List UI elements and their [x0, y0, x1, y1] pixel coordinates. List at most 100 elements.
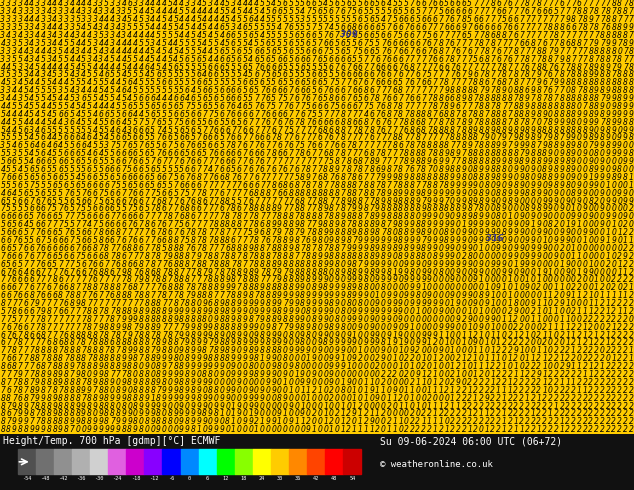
Text: 5: 5 — [150, 86, 155, 95]
Text: 9: 9 — [548, 181, 553, 190]
Text: 8: 8 — [583, 23, 588, 32]
Text: 7: 7 — [553, 54, 559, 64]
Text: 4: 4 — [110, 125, 115, 135]
Text: 8: 8 — [566, 149, 570, 158]
Text: 6: 6 — [70, 189, 74, 197]
Text: 9: 9 — [404, 173, 409, 182]
Text: 0: 0 — [398, 275, 403, 284]
Text: 9: 9 — [306, 299, 311, 308]
Text: 1: 1 — [467, 386, 472, 395]
Text: 8: 8 — [514, 118, 518, 127]
Text: 0: 0 — [560, 307, 564, 316]
Text: 0: 0 — [185, 401, 190, 411]
Text: 0: 0 — [577, 315, 581, 324]
Text: 8: 8 — [133, 393, 138, 403]
Text: 9: 9 — [583, 189, 588, 197]
Text: 8: 8 — [139, 291, 144, 300]
Text: 1: 1 — [340, 378, 346, 387]
Text: 9: 9 — [329, 228, 334, 237]
Text: 9: 9 — [583, 204, 588, 214]
Text: 2: 2 — [312, 386, 316, 395]
Text: 2: 2 — [496, 370, 501, 379]
Text: 2: 2 — [450, 417, 455, 426]
Text: 8: 8 — [433, 94, 437, 103]
Text: 7: 7 — [214, 212, 219, 221]
Text: 0: 0 — [594, 244, 599, 253]
Text: 8: 8 — [415, 291, 420, 300]
Text: 2: 2 — [467, 378, 472, 387]
Text: 9: 9 — [156, 323, 161, 332]
Text: 9: 9 — [502, 133, 507, 143]
Text: 2: 2 — [519, 339, 524, 347]
Text: 2: 2 — [553, 346, 559, 355]
Text: 9: 9 — [381, 346, 385, 355]
Text: 9: 9 — [490, 260, 495, 269]
Text: 9: 9 — [306, 425, 311, 434]
Text: 6: 6 — [312, 141, 316, 150]
Text: 9: 9 — [502, 244, 507, 253]
Text: 9: 9 — [427, 212, 432, 221]
Text: 8: 8 — [553, 102, 559, 111]
Text: 8: 8 — [53, 378, 57, 387]
Text: 8: 8 — [75, 386, 81, 395]
Text: 9: 9 — [329, 283, 334, 293]
Text: 6: 6 — [191, 181, 195, 190]
Text: 9: 9 — [594, 141, 599, 150]
Text: 2: 2 — [531, 393, 536, 403]
Text: 9: 9 — [594, 165, 599, 174]
Text: 4: 4 — [53, 63, 57, 72]
Text: 7: 7 — [98, 307, 103, 316]
Text: 7: 7 — [35, 291, 40, 300]
Text: 7: 7 — [508, 102, 512, 111]
Text: 1: 1 — [531, 315, 536, 324]
Text: 7: 7 — [496, 39, 501, 48]
Text: 9: 9 — [571, 141, 576, 150]
Text: 8: 8 — [588, 102, 593, 111]
Text: 0: 0 — [260, 410, 264, 418]
Text: 8: 8 — [98, 386, 103, 395]
Text: 3: 3 — [110, 23, 115, 32]
Text: 8: 8 — [588, 86, 593, 95]
Text: 7: 7 — [35, 307, 40, 316]
Text: 5: 5 — [225, 23, 230, 32]
Text: 8: 8 — [335, 157, 340, 166]
Text: 8: 8 — [197, 307, 201, 316]
Text: 5: 5 — [283, 47, 288, 56]
Text: 0: 0 — [571, 228, 576, 237]
Text: 8: 8 — [629, 149, 633, 158]
Text: 5: 5 — [427, 31, 432, 40]
Text: 7: 7 — [185, 102, 190, 111]
Text: 6: 6 — [208, 133, 213, 143]
Text: 8: 8 — [104, 354, 109, 363]
Text: 2: 2 — [542, 410, 547, 418]
Text: 8: 8 — [629, 0, 633, 8]
Text: 8: 8 — [104, 393, 109, 403]
Text: 9: 9 — [219, 393, 224, 403]
Text: 8: 8 — [219, 354, 224, 363]
Text: 6: 6 — [23, 291, 29, 300]
Text: 7: 7 — [219, 181, 224, 190]
Text: 0: 0 — [571, 315, 576, 324]
Text: 8: 8 — [133, 386, 138, 395]
Text: 5: 5 — [104, 94, 109, 103]
Text: 9: 9 — [450, 291, 455, 300]
Text: 2: 2 — [577, 401, 581, 411]
Text: 9: 9 — [427, 228, 432, 237]
Text: 9: 9 — [375, 275, 380, 284]
Text: 6: 6 — [363, 78, 368, 87]
Text: 9: 9 — [490, 125, 495, 135]
Text: 0: 0 — [531, 228, 536, 237]
Text: 0: 0 — [467, 236, 472, 245]
Text: 4: 4 — [12, 86, 17, 95]
Text: 8: 8 — [70, 401, 74, 411]
Text: 0: 0 — [312, 331, 316, 340]
Text: 0: 0 — [381, 401, 385, 411]
Text: 6: 6 — [288, 102, 294, 111]
Text: 6: 6 — [548, 71, 553, 79]
Text: 5: 5 — [288, 0, 294, 8]
Text: 8: 8 — [225, 260, 230, 269]
Text: 6: 6 — [410, 23, 415, 32]
Text: 9: 9 — [197, 410, 201, 418]
Text: 6: 6 — [266, 54, 271, 64]
Text: 7: 7 — [277, 196, 282, 206]
